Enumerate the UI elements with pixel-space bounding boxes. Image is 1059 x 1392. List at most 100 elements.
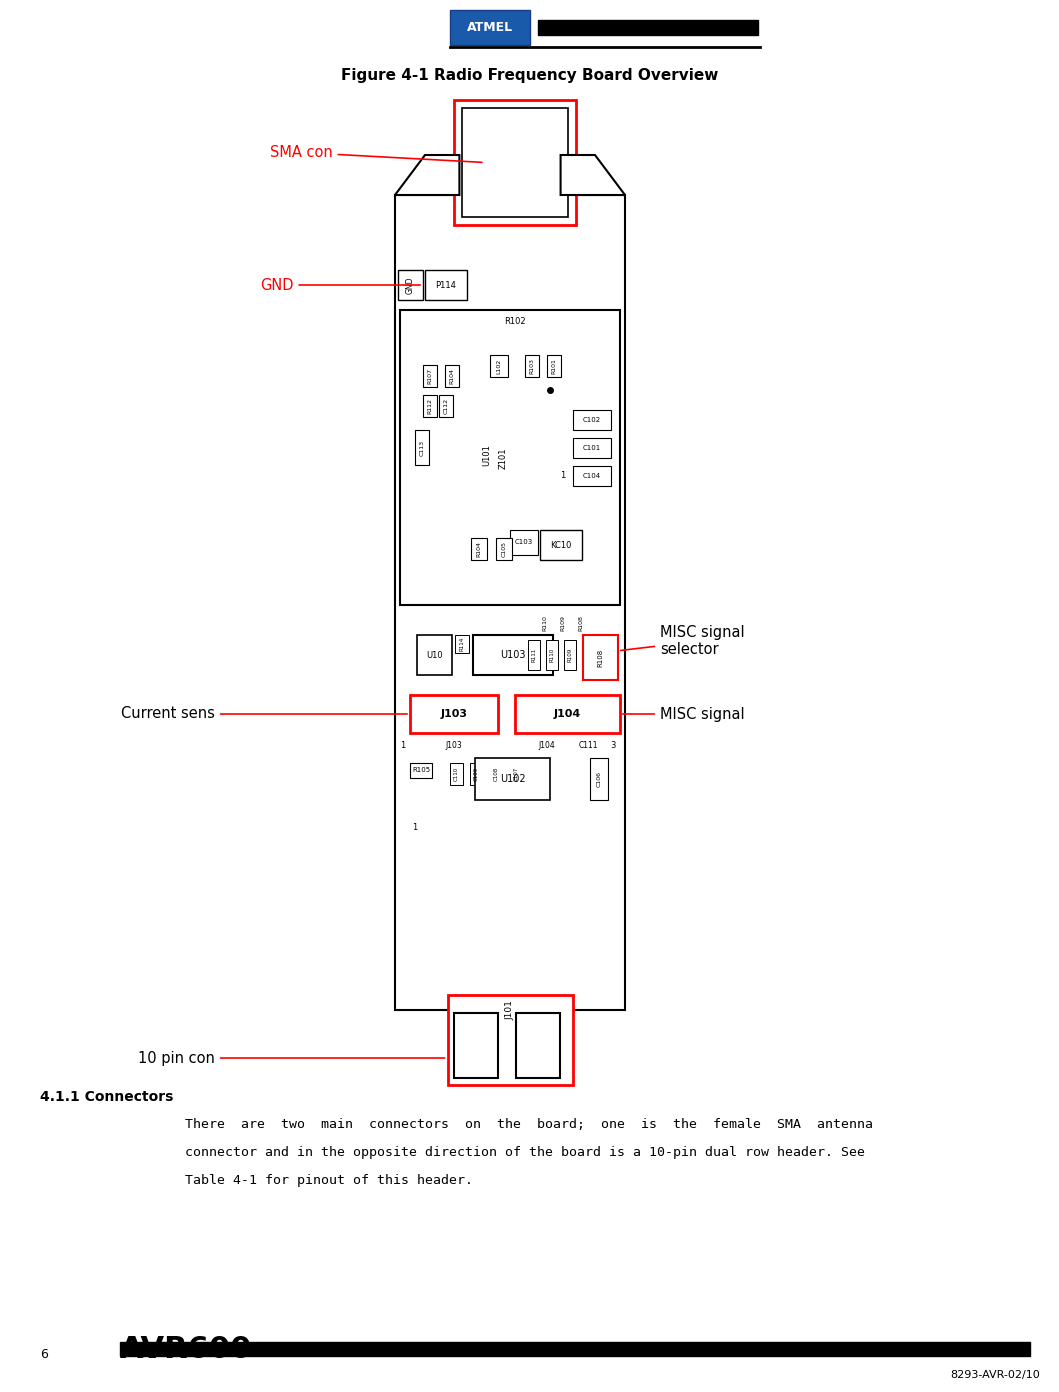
Text: J103: J103 (446, 741, 463, 749)
Text: 6: 6 (40, 1349, 48, 1361)
Text: J104: J104 (538, 741, 555, 749)
Bar (496, 537, 511, 560)
Text: C106: C106 (596, 771, 602, 786)
Bar (510, 530, 538, 555)
Text: 10 pin con: 10 pin con (138, 1051, 445, 1065)
Text: J102: J102 (445, 155, 455, 175)
Text: R114: R114 (460, 638, 465, 651)
Text: R109: R109 (560, 615, 566, 631)
Text: R108: R108 (578, 615, 584, 631)
Text: Figure 4-1 Radio Frequency Board Overview: Figure 4-1 Radio Frequency Board Overvie… (341, 68, 719, 84)
Text: C107: C107 (514, 767, 519, 781)
Text: U102: U102 (500, 774, 525, 784)
Text: C108: C108 (493, 767, 499, 781)
Text: C104: C104 (582, 473, 602, 479)
Text: 4.1.1 Connectors: 4.1.1 Connectors (40, 1090, 174, 1104)
Bar (516, 1013, 560, 1077)
Text: R103: R103 (530, 358, 535, 374)
Text: C105: C105 (501, 541, 506, 557)
Bar (510, 763, 523, 785)
Bar (120, 1342, 1030, 1356)
Text: KC10: KC10 (551, 540, 572, 550)
Text: U10: U10 (426, 650, 443, 660)
Text: 8293-AVR-02/10: 8293-AVR-02/10 (950, 1370, 1040, 1379)
Text: C109: C109 (474, 767, 479, 781)
Bar (450, 763, 463, 785)
Bar (460, 120, 560, 195)
Text: C102: C102 (582, 418, 602, 423)
Bar (471, 537, 487, 560)
Text: GND: GND (406, 276, 415, 294)
Text: GND: GND (261, 277, 420, 292)
Text: connector and in the opposite direction of the board is a 10-pin dual row header: connector and in the opposite direction … (185, 1146, 865, 1160)
Text: R101: R101 (552, 358, 556, 374)
Bar (452, 1011, 568, 1065)
Text: ATMEL: ATMEL (467, 21, 513, 33)
Text: Table 4-1 for pinout of this header.: Table 4-1 for pinout of this header. (185, 1173, 473, 1187)
Bar (470, 763, 483, 785)
Text: MISC signal
selector: MISC signal selector (621, 625, 744, 657)
Text: AVR600: AVR600 (120, 1335, 252, 1364)
Text: J101: J101 (505, 999, 515, 1020)
Text: C112: C112 (444, 398, 449, 413)
Bar (540, 530, 581, 560)
Bar (548, 355, 561, 377)
Polygon shape (395, 155, 460, 195)
Bar (425, 270, 467, 301)
Bar (525, 355, 539, 377)
Bar (573, 438, 611, 458)
Text: R109: R109 (568, 647, 573, 663)
Text: J103: J103 (441, 709, 467, 720)
Bar (398, 270, 423, 301)
Bar (417, 635, 452, 675)
Text: R112: R112 (428, 398, 432, 413)
Bar (473, 635, 553, 675)
Text: Z101: Z101 (499, 447, 507, 469)
Text: P114: P114 (435, 281, 456, 290)
Text: 1: 1 (412, 824, 417, 832)
Text: 1: 1 (560, 470, 566, 479)
Bar (439, 395, 453, 418)
Text: 3: 3 (610, 741, 615, 749)
Bar (445, 365, 459, 387)
Text: Current sens: Current sens (121, 707, 408, 721)
Bar (546, 640, 558, 670)
Text: C113: C113 (419, 440, 425, 455)
Bar (590, 759, 608, 800)
Bar (528, 640, 540, 670)
Bar (463, 109, 568, 217)
Bar (410, 763, 432, 778)
Text: SMA con: SMA con (270, 145, 482, 163)
Text: There  are  two  main  connectors  on  the  board;  one  is  the  female  SMA  a: There are two main connectors on the boa… (185, 1118, 873, 1130)
Bar (584, 635, 618, 681)
Bar (454, 100, 576, 226)
Bar (573, 411, 611, 430)
Text: C111: C111 (579, 741, 598, 749)
Text: R110: R110 (550, 647, 555, 663)
Text: L102: L102 (497, 358, 502, 373)
Text: U101: U101 (483, 444, 491, 466)
Bar (423, 365, 437, 387)
Text: 1: 1 (400, 741, 406, 749)
Bar (515, 695, 620, 734)
Text: C110: C110 (454, 767, 459, 781)
Text: R111: R111 (532, 647, 537, 663)
Text: R110: R110 (542, 615, 548, 631)
Bar (490, 763, 503, 785)
Text: J104: J104 (554, 709, 581, 720)
Bar (490, 355, 508, 377)
Bar (415, 430, 429, 465)
Bar (538, 19, 758, 35)
Text: MISC signal: MISC signal (623, 707, 744, 721)
Bar (410, 695, 498, 734)
Text: R104: R104 (449, 367, 454, 384)
Text: R105: R105 (412, 767, 430, 773)
Bar (455, 635, 469, 653)
Bar (475, 759, 550, 800)
Text: R104: R104 (477, 541, 482, 557)
Text: C101: C101 (582, 445, 602, 451)
Bar (450, 10, 530, 45)
Text: R107: R107 (428, 367, 432, 384)
Bar (448, 995, 573, 1084)
Bar (573, 466, 611, 486)
